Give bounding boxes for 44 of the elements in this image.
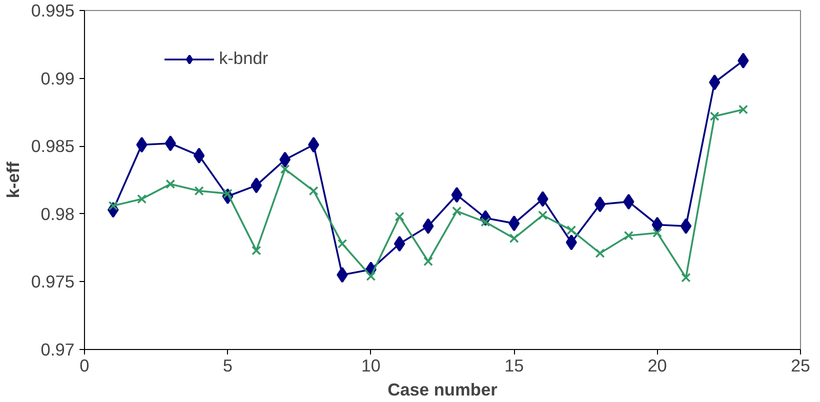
point	[394, 212, 404, 222]
point	[136, 194, 147, 204]
point	[308, 186, 318, 196]
y-tick-label: 0.985	[31, 136, 75, 156]
point	[194, 186, 204, 196]
point	[538, 210, 548, 220]
y-tick-label: 0.98	[40, 204, 75, 224]
y-axis-title: k-eff	[3, 161, 24, 198]
point	[624, 230, 634, 240]
point	[681, 272, 691, 282]
point	[250, 178, 262, 194]
point	[279, 152, 291, 168]
y-tick-label: 0.975	[31, 272, 75, 292]
point	[680, 218, 692, 234]
point	[710, 111, 720, 122]
x-tick-label: 15	[504, 356, 524, 376]
point	[366, 271, 376, 282]
point	[738, 104, 748, 114]
point	[537, 191, 548, 207]
x-tick-label: 10	[361, 356, 381, 376]
y-tick-label: 0.99	[40, 68, 75, 88]
point	[509, 234, 519, 244]
x-axis-title: Case number	[388, 380, 498, 400]
point	[594, 196, 606, 212]
point	[652, 228, 662, 238]
x-tick-label: 5	[222, 356, 233, 376]
point	[166, 179, 176, 189]
y-tick-label: 0.995	[31, 0, 75, 20]
y-tick-label: 0.97	[40, 340, 75, 360]
point	[252, 246, 262, 256]
point	[595, 248, 605, 258]
point	[193, 148, 205, 164]
point	[337, 238, 348, 249]
legend-label: k-bndr	[219, 48, 268, 69]
point	[280, 164, 290, 174]
x-tick-label: 0	[80, 356, 90, 376]
point	[394, 236, 406, 252]
point	[451, 187, 462, 203]
point	[566, 225, 576, 235]
point	[452, 206, 462, 216]
x-tick-label: 25	[790, 356, 810, 376]
point	[423, 256, 433, 266]
point	[336, 267, 348, 283]
x-tick-label: 20	[648, 356, 667, 376]
